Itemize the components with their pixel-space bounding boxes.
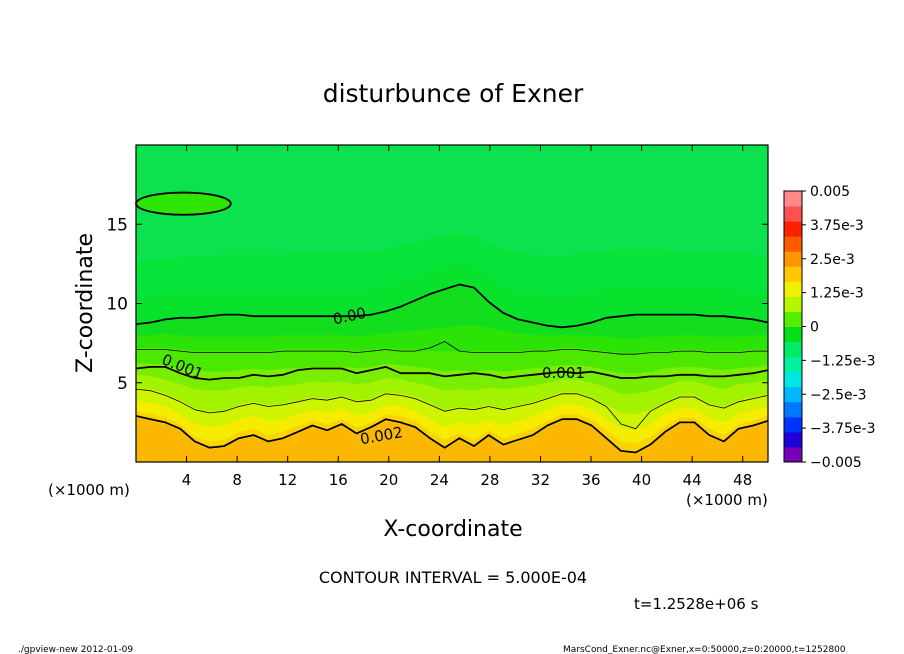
colorbar-label: −0.005 <box>810 455 862 471</box>
footer-right: MarsCond_Exner.nc@Exner,x=0:50000,z=0:20… <box>563 645 846 654</box>
x-tick-label: 32 <box>531 471 550 489</box>
x-tick-label: 24 <box>430 471 449 489</box>
x-ticks: 4 8 12 16 20 24 28 32 36 40 44 48 <box>182 145 752 489</box>
x-tick-label: 4 <box>182 471 192 489</box>
contour-lines <box>135 283 769 454</box>
colorbar-label: 0.005 <box>810 184 850 200</box>
colorbar-label: 2.5e-3 <box>810 252 855 268</box>
x-tick-label: 28 <box>480 471 499 489</box>
colorbar-swatch <box>784 371 802 388</box>
colorbar-label: 1.25e-3 <box>810 286 864 302</box>
colorbar-swatch <box>784 221 802 237</box>
colorbar-label: 0 <box>810 320 819 336</box>
x-tick-label: 40 <box>632 471 651 489</box>
colorbar-swatch <box>784 431 802 448</box>
colorbar-swatch <box>784 266 802 282</box>
x-unit-left: (×1000 m) <box>48 481 130 499</box>
x-tick-label: 48 <box>733 471 752 489</box>
x-axis-label: X-coordinate <box>383 517 522 542</box>
chart-title: disturbunce of Exner <box>323 79 584 108</box>
colorbar-swatch <box>784 206 802 222</box>
footer-left: ./gpview-new 2012-01-09 <box>18 645 133 654</box>
contour-interval-text: CONTOUR INTERVAL = 5.000E-04 <box>319 568 587 587</box>
colorbar-swatch <box>784 341 802 358</box>
colorbar-swatch <box>784 356 802 373</box>
colorbar-swatch <box>784 296 802 312</box>
y-tick-label: 15 <box>106 215 128 235</box>
colorbar-label: −2.5e-3 <box>810 387 867 403</box>
x-tick-label: 20 <box>379 471 398 489</box>
colorbar <box>783 190 803 463</box>
contour-line-3 <box>136 341 768 355</box>
contour-line-0 <box>135 415 769 454</box>
contour-line-2 <box>135 365 769 381</box>
colorbar-swatch <box>784 326 802 343</box>
x-tick-label: 44 <box>683 471 702 489</box>
top-left-contour-cell <box>135 191 232 216</box>
contour-label-0-001-right: 0.001 <box>542 364 585 382</box>
y-ticks: 5 10 15 <box>106 215 768 394</box>
colorbar-swatch <box>784 191 802 207</box>
y-tick-label: 10 <box>106 295 128 315</box>
colorbar-swatch <box>784 401 802 418</box>
colorbar-swatch <box>784 446 802 463</box>
colorbar-swatch <box>784 416 802 433</box>
colorbar-label: 3.75e-3 <box>810 218 864 234</box>
y-tick-label: 5 <box>117 374 128 394</box>
colorbar-swatch <box>784 311 802 327</box>
colorbar-label: −1.25e-3 <box>810 353 875 369</box>
y-axis-label: Z-coordinate <box>73 233 98 373</box>
contour-line-1 <box>135 388 769 430</box>
contour-line-4 <box>135 283 769 329</box>
colorbar-swatch <box>784 281 802 297</box>
colorbar-swatch <box>784 386 802 403</box>
x-tick-label: 16 <box>329 471 348 489</box>
time-text: t=1.2528e+06 s <box>634 595 759 613</box>
x-tick-label: 12 <box>278 471 297 489</box>
x-tick-label: 36 <box>581 471 600 489</box>
x-tick-label: 8 <box>232 471 242 489</box>
x-unit-right: (×1000 m) <box>686 491 768 509</box>
colorbar-label: −3.75e-3 <box>810 421 875 437</box>
colorbar-labels: 0.005 3.75e-3 2.5e-3 1.25e-3 0 −1.25e-3 −2.5e-… <box>802 184 875 471</box>
colorbar-swatch <box>784 251 802 267</box>
field-band-10 <box>136 417 768 462</box>
colorbar-swatch <box>784 236 802 252</box>
filled-contour-bands <box>135 191 768 462</box>
